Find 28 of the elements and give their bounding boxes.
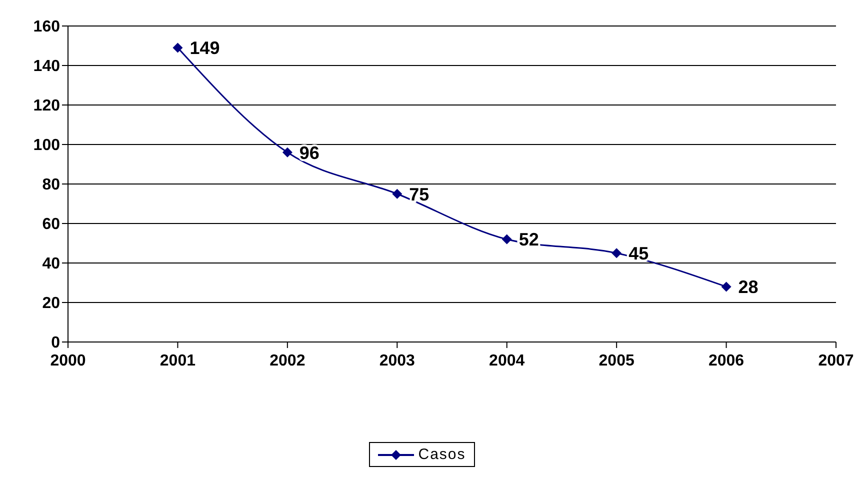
data-label: 28: [738, 277, 758, 298]
x-tick-label: 2000: [50, 352, 86, 370]
data-label: 149: [190, 38, 220, 58]
point: [721, 282, 732, 292]
point: [502, 234, 512, 244]
y-tick-label: 80: [42, 176, 60, 194]
y-tick-label: 100: [33, 137, 60, 154]
data-label: 75: [409, 184, 430, 204]
y-tick-label: 140: [33, 58, 60, 76]
x-tick-label: 2005: [598, 352, 634, 370]
y-tick-label: 120: [33, 98, 60, 115]
x-tick-label: 2007: [818, 352, 854, 370]
point: [172, 42, 183, 53]
x-tick-label: 2001: [160, 352, 196, 370]
y-tick-label: 40: [42, 256, 60, 273]
point: [392, 188, 402, 199]
y-tick-label: 20: [42, 295, 60, 312]
point: [282, 147, 292, 158]
y-tick-label: 0: [51, 334, 60, 352]
data-label: 96: [299, 142, 320, 163]
y-tick-label: 160: [33, 18, 60, 36]
x-tick-label: 2002: [270, 352, 306, 370]
legend-label: Casos: [418, 446, 466, 463]
x-tick-label: 2004: [489, 352, 525, 370]
point: [612, 248, 622, 258]
x-tick-label: 2006: [708, 352, 744, 370]
y-tick-label: 60: [42, 216, 60, 234]
x-tick-label: 2003: [379, 352, 416, 370]
